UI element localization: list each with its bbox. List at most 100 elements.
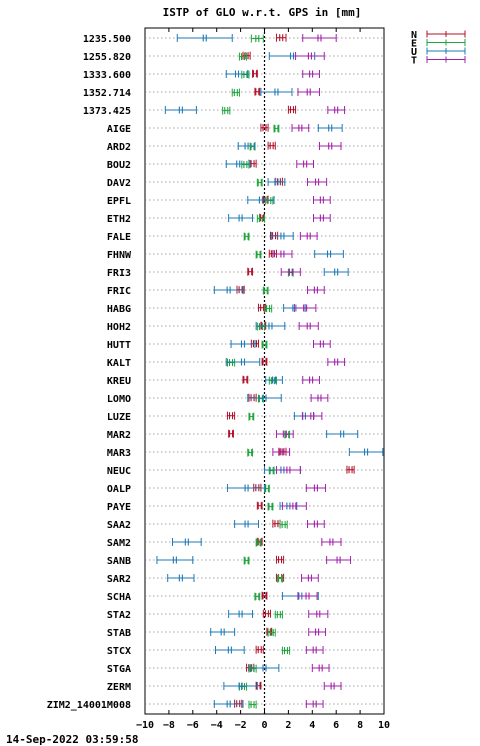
error-bar-e (241, 160, 250, 169)
error-bar-e (248, 412, 255, 421)
error-bar-t (326, 556, 352, 564)
station-label: LOMO (107, 394, 131, 405)
error-bar-t (298, 322, 319, 330)
error-bar-u (215, 646, 245, 654)
error-bar-u (225, 358, 261, 366)
x-tick-label: −10 (136, 720, 154, 731)
station-label: PAYE (107, 502, 131, 513)
x-tick-label: 8 (357, 720, 363, 731)
error-bar-e (255, 538, 262, 547)
station-label: ETH2 (107, 214, 131, 225)
error-bar-u (271, 232, 294, 240)
error-bar-t (307, 520, 325, 528)
error-bar-n (267, 141, 276, 150)
error-bar-u (164, 106, 197, 114)
error-bar-u (228, 214, 254, 222)
error-bar-e (262, 286, 269, 295)
error-bar-t (275, 466, 301, 474)
error-bar-e (265, 196, 274, 205)
error-bar-u (323, 268, 349, 276)
error-bar-u (348, 448, 384, 456)
x-tick-label: 0 (261, 720, 267, 731)
error-bar-u (247, 394, 282, 402)
error-bar-e (248, 700, 257, 709)
station-label: OALP (107, 484, 131, 495)
error-bar-n (256, 501, 263, 510)
station-label: ARD2 (107, 142, 131, 153)
error-bar-e (243, 556, 250, 565)
error-bar-t (302, 70, 320, 78)
station-label: LUZE (107, 412, 131, 423)
station-label: SAA2 (107, 520, 131, 531)
error-bar-t (272, 250, 293, 258)
error-bar-n (261, 591, 268, 600)
error-bar-e (277, 574, 283, 583)
error-bar-t (307, 286, 325, 294)
error-bar-t (297, 592, 318, 600)
error-bar-n (255, 645, 264, 654)
error-bar-u (225, 70, 249, 78)
error-bar-e (238, 682, 248, 691)
error-bar-t (308, 610, 329, 618)
error-bar-e (264, 304, 273, 313)
station-label: 1373.425 (83, 106, 131, 117)
station-label: HABG (107, 304, 131, 315)
error-bar-u (326, 430, 359, 438)
station-label: STAB (107, 628, 131, 639)
error-bar-n (275, 555, 285, 564)
station-label: ZIM2_14001M008 (47, 700, 131, 711)
x-tick-label: −6 (187, 720, 199, 731)
error-bar-u (226, 484, 267, 492)
error-bar-n (262, 609, 271, 618)
error-bar-t (312, 214, 331, 222)
error-bar-e (281, 646, 291, 655)
station-label: FRIC (107, 286, 131, 297)
error-bar-t (327, 358, 346, 366)
error-bar-n (247, 267, 254, 276)
error-bar-u (317, 124, 343, 132)
error-bar-n (258, 303, 267, 312)
station-label: STGA (107, 664, 131, 675)
error-bar-n (346, 465, 355, 474)
error-bar-e (267, 628, 276, 637)
error-bar-e (284, 430, 291, 439)
legend-label: T (411, 56, 417, 67)
error-bar-u (265, 376, 283, 384)
station-label: 1333.600 (83, 70, 131, 81)
legend-label: E (411, 39, 417, 50)
error-bar-t (293, 304, 317, 312)
error-bar-u (171, 538, 202, 546)
station-label: FRI3 (107, 268, 131, 279)
error-bar-n (228, 429, 234, 438)
error-bar-e (256, 178, 263, 187)
station-label: FHNW (107, 250, 132, 261)
error-bar-n (272, 519, 281, 528)
error-bar-e (255, 250, 262, 259)
error-bar-u (213, 700, 244, 708)
error-bar-u (230, 340, 256, 348)
error-bar-t (297, 88, 320, 96)
station-label: KREU (107, 376, 131, 387)
x-tick-label: −2 (235, 720, 247, 731)
legend-item-e: E (411, 39, 466, 50)
error-bar-u (267, 178, 286, 186)
error-bar-u (255, 322, 286, 330)
station-label: 1235.500 (83, 34, 131, 45)
station-label: SAM2 (107, 538, 131, 549)
error-bar-t (295, 52, 325, 60)
error-bar-e (256, 322, 265, 331)
error-bar-t (318, 142, 342, 150)
legend-label: U (411, 47, 417, 58)
station-label: STA2 (107, 610, 131, 621)
station-label: 1255.820 (83, 52, 131, 63)
error-bar-e (279, 520, 288, 529)
error-bar-e (261, 340, 268, 349)
legend-item-t: T (411, 56, 466, 67)
legend-item-u: U (411, 47, 466, 58)
x-tick-label: 6 (333, 720, 339, 731)
station-label: STCX (107, 646, 131, 657)
error-bar-t (275, 430, 294, 438)
station-label: DAV2 (107, 178, 131, 189)
error-bar-u (249, 664, 280, 672)
